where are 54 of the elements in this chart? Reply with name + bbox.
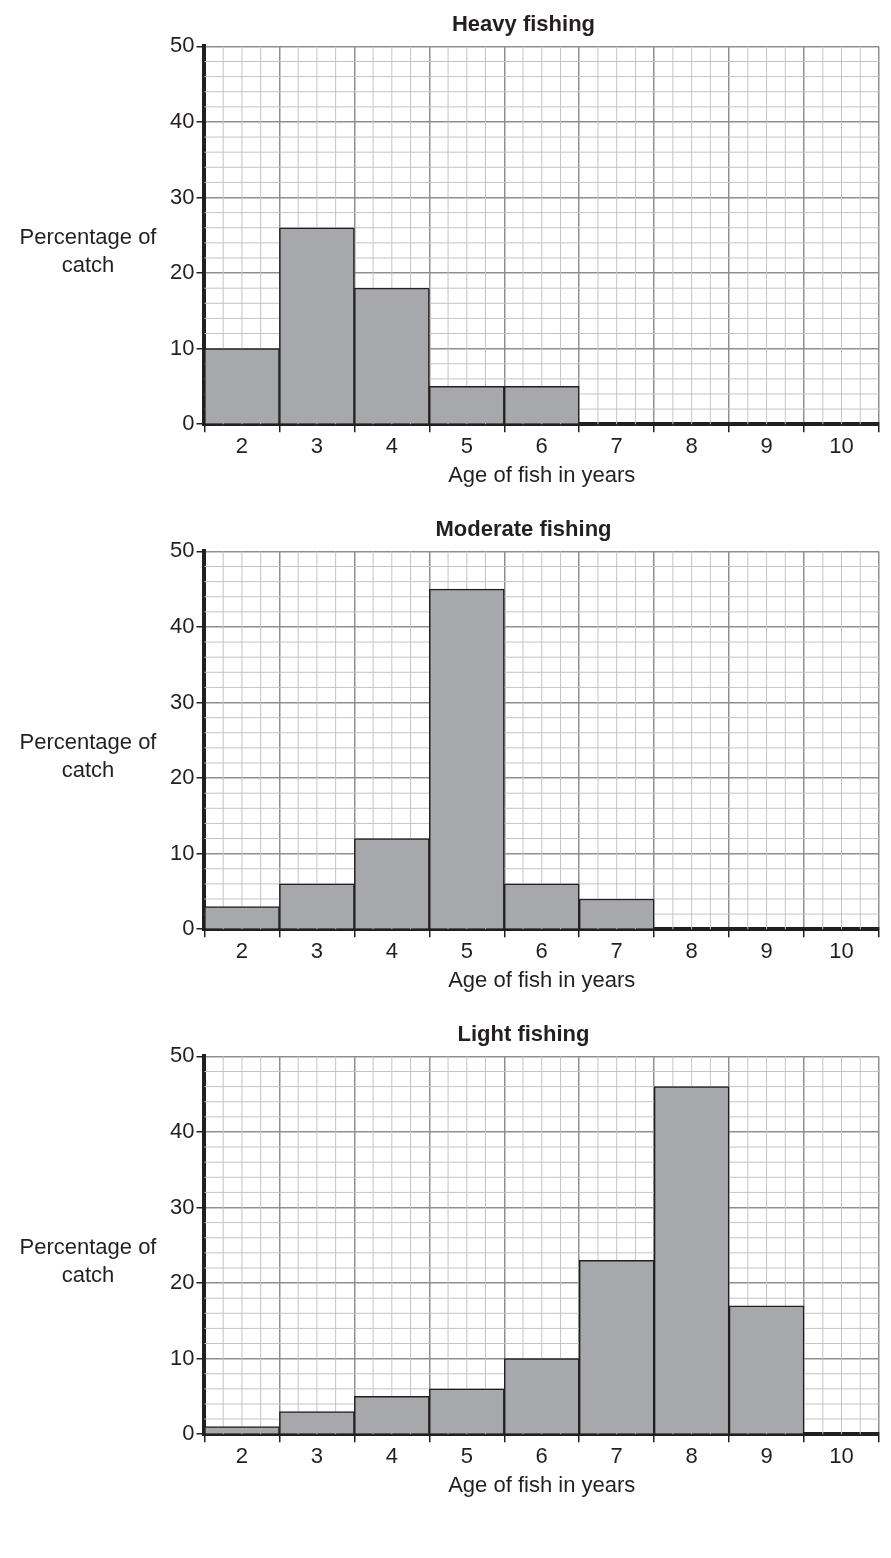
x-tick-label: 4 (385, 433, 398, 459)
x-tick-label: 9 (760, 433, 773, 459)
x-tick-label: 7 (610, 938, 623, 964)
chart-title: Light fishing (457, 1021, 590, 1047)
y-tick-label: 0 (182, 915, 195, 941)
y-tick-label: 10 (169, 334, 195, 360)
y-tick-label: 40 (169, 108, 195, 134)
chart-title: Moderate fishing (435, 516, 612, 542)
x-tick-label: 5 (460, 1443, 473, 1469)
x-tick-label: 10 (829, 433, 854, 459)
x-tick-label: 2 (235, 1443, 249, 1469)
y-tick-label: 20 (169, 1269, 195, 1295)
y-tick-label: 30 (169, 688, 195, 714)
x-tick-label: 4 (385, 1443, 398, 1469)
chart-title: Heavy fishing (451, 11, 596, 37)
x-tick-label: 6 (535, 938, 548, 964)
x-tick-label: 3 (310, 1443, 324, 1469)
y-tick-label: 50 (169, 537, 195, 563)
x-tick-label: 6 (535, 433, 548, 459)
y-tick-label: 40 (169, 1118, 195, 1144)
y-axis-title: Percentage of catch (18, 1232, 158, 1289)
y-tick-label: 10 (169, 1344, 195, 1370)
y-tick-label: 0 (182, 1420, 195, 1446)
x-tick-label: 10 (829, 1443, 854, 1469)
x-tick-label: 7 (610, 1443, 623, 1469)
y-axis-title: Percentage of catch (18, 727, 158, 784)
y-tick-label: 20 (169, 764, 195, 790)
x-tick-label: 3 (310, 433, 324, 459)
x-tick-label: 8 (685, 433, 698, 459)
y-tick-label: 50 (169, 1042, 195, 1068)
x-tick-label: 10 (829, 938, 854, 964)
x-tick-label: 3 (310, 938, 324, 964)
y-tick-label: 30 (169, 183, 195, 209)
x-tick-label: 7 (610, 433, 623, 459)
x-tick-label: 5 (460, 433, 473, 459)
x-tick-label: 4 (385, 938, 398, 964)
y-tick-label: 30 (169, 1193, 195, 1219)
x-tick-label: 2 (235, 433, 249, 459)
x-tick-label: 6 (535, 1443, 548, 1469)
y-axis-title: Percentage of catch (18, 222, 158, 279)
x-tick-label: 8 (685, 938, 698, 964)
x-axis-title: Age of fish in years (448, 1471, 636, 1497)
y-tick-label: 0 (182, 410, 195, 436)
x-tick-label: 9 (760, 938, 773, 964)
y-tick-label: 20 (169, 259, 195, 285)
y-tick-label: 10 (169, 839, 195, 865)
y-tick-label: 50 (169, 32, 195, 58)
x-tick-label: 9 (760, 1443, 773, 1469)
x-axis-title: Age of fish in years (448, 966, 636, 992)
x-axis-title: Age of fish in years (448, 461, 636, 487)
x-tick-label: 8 (685, 1443, 698, 1469)
x-tick-label: 2 (235, 938, 249, 964)
y-tick-label: 40 (169, 613, 195, 639)
x-tick-label: 5 (460, 938, 473, 964)
